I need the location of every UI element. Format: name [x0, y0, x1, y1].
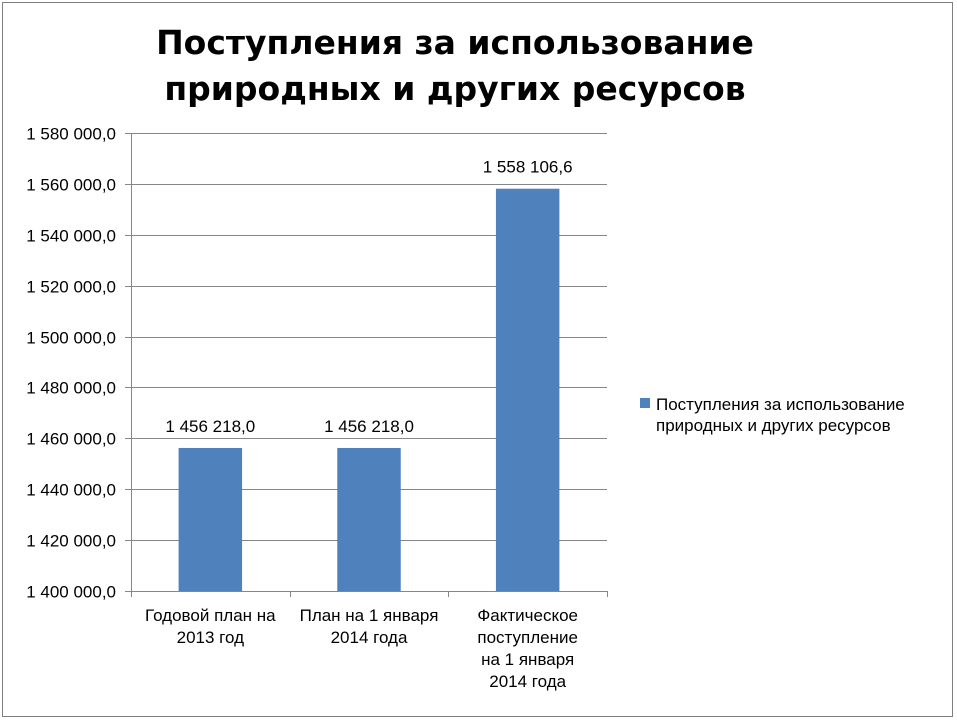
- data-label: 1 456 218,0: [165, 417, 255, 436]
- x-tick-label: План на 1 января 2014 года: [300, 606, 439, 647]
- data-label: 1 456 218,0: [324, 417, 414, 436]
- y-tick-label: 1 400 000,0: [26, 583, 116, 602]
- bar: [495, 188, 560, 591]
- y-tick-label: 1 460 000,0: [26, 430, 116, 449]
- y-tick-label: 1 560 000,0: [26, 176, 116, 195]
- bar: [337, 447, 401, 591]
- y-tick-label: 1 580 000,0: [26, 125, 116, 144]
- y-tick-label: 1 500 000,0: [26, 329, 116, 348]
- legend-swatch: [640, 398, 650, 408]
- bars: [178, 188, 560, 591]
- axes: [131, 133, 608, 597]
- x-tick-label: Годовой план на 2013 год: [145, 606, 276, 647]
- y-axis-tick-labels: 1 400 000,0 1 420 000,0 1 440 000,0 1 460 0…: [26, 125, 131, 602]
- data-labels: 1 456 218,0 1 456 218,0 1 558 106,6: [165, 158, 572, 436]
- legend: Поступления за использование природных и…: [640, 394, 950, 436]
- chart-title: Поступления за использование природных и…: [156, 23, 754, 108]
- x-tick-label: Фактическое поступление на 1 января 2014 го…: [477, 606, 578, 691]
- y-tick-label: 1 440 000,0: [26, 481, 116, 500]
- y-tick-label: 1 520 000,0: [26, 278, 116, 297]
- bar: [178, 447, 243, 591]
- x-axis-tick-labels: Годовой план на 2013 год План на 1 января 2…: [145, 606, 578, 691]
- y-tick-label: 1 540 000,0: [26, 227, 116, 246]
- y-tick-label: 1 420 000,0: [26, 532, 116, 551]
- data-label: 1 558 106,6: [483, 158, 573, 177]
- legend-label: Поступления за использование природных и…: [656, 395, 905, 435]
- y-tick-label: 1 480 000,0: [26, 379, 116, 398]
